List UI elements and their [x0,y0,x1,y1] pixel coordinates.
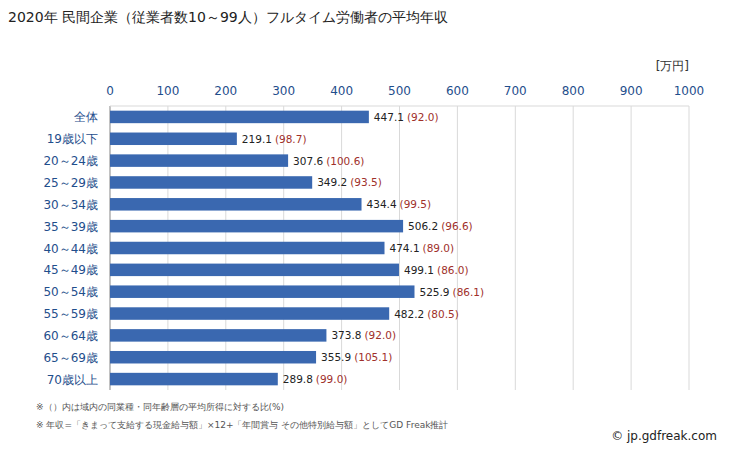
bar [110,242,385,255]
data-label: 355.9 [321,351,351,363]
ratio-label: (105.1) [354,351,392,363]
bar [110,373,278,386]
ratio-label: (86.1) [453,286,485,298]
ratio-label: (98.7) [275,133,307,145]
labels: 全体447.1(92.0)19歳以下219.1(98.7)20～24歳307.6… [43,110,484,386]
bar [110,307,389,320]
data-label: 506.2 [408,220,438,232]
data-label: 349.2 [317,176,347,188]
title: 2020年 民間企業（従業者数10～99人）フルタイム労働者の平均年収 [8,9,448,25]
data-label: 447.1 [374,111,404,123]
tick-label: 100 [156,84,179,98]
grid-line [515,106,516,390]
bar [110,351,316,364]
tick-label: 800 [562,84,585,98]
grid-line [689,106,690,390]
ratio-label: (86.0) [437,264,469,276]
ratio-label: (100.6) [326,155,364,167]
ratio-label: (92.0) [364,329,396,341]
bar [110,133,237,146]
data-label: 289.8 [283,373,313,385]
tick-label: 200 [214,84,237,98]
ratio-label: (99.5) [400,198,432,210]
bar [110,154,288,167]
source: © jp.gdfreak.com [611,429,717,443]
category-label: 50～54歳 [43,285,98,299]
bars [110,111,414,386]
data-label: 474.1 [390,242,420,254]
category-label: 19歳以下 [47,132,98,146]
category-label: 45～49歳 [43,263,98,277]
data-label: 525.9 [419,286,449,298]
category-label: 35～39歳 [43,220,98,234]
data-label: 373.8 [331,329,361,341]
bar [110,285,414,298]
category-label: 25～29歳 [43,176,98,190]
ratio-label: (89.0) [423,242,455,254]
axis-line [110,106,689,107]
bar [110,329,326,342]
category-label: 40～44歳 [43,242,98,256]
tick-label: 600 [446,84,469,98]
data-label: 434.4 [367,198,397,210]
bar [110,198,362,211]
data-label: 219.1 [242,133,272,145]
grid-line [631,106,632,390]
bar [110,220,403,233]
ratio-label: (99.0) [316,373,348,385]
axis-label: [万円] [656,59,689,73]
category-label: 70歳以上 [47,373,98,387]
annotation: ※（）内は域内の同業種・同年齢層の平均所得に対する比(%) [36,402,284,412]
grid-line [457,106,458,390]
ratio-label: (80.5) [427,308,459,320]
category-label: 65～69歳 [43,351,98,365]
tick-label: 300 [272,84,295,98]
tick-label: 700 [504,84,527,98]
tick-label: 500 [388,84,411,98]
data-label: 307.6 [293,155,323,167]
category-label: 30～34歳 [43,198,98,212]
category-label: 55～59歳 [43,307,98,321]
bar [110,111,369,124]
chart: 2020年 民間企業（従業者数10～99人）フルタイム労働者の平均年収 [万円] 0… [0,0,729,451]
bar [110,176,312,189]
ratio-label: (93.5) [350,176,382,188]
tick-label: 900 [620,84,643,98]
category-label: 60～64歳 [43,329,98,343]
bar [110,264,399,277]
tick-label: 0 [106,84,114,98]
ratio-label: (92.0) [407,111,439,123]
tick-label: 400 [330,84,353,98]
tick-label: 1000 [674,84,705,98]
category-label: 20～24歳 [43,154,98,168]
ratio-label: (96.6) [441,220,473,232]
annotation: ※ 年収=「きまって支給する現金給与額」×12+「年間賞与 その他特別給与額」と… [36,420,448,430]
data-label: 482.2 [394,308,424,320]
category-label: 全体 [74,110,98,124]
data-label: 499.1 [404,264,434,276]
grid-line [573,106,574,390]
